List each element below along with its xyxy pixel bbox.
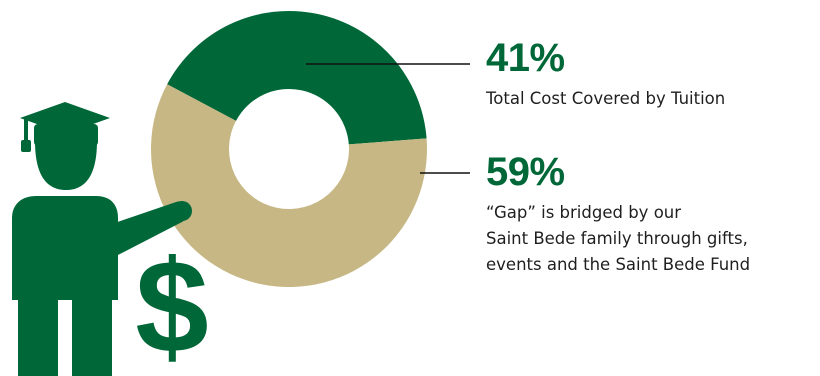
- gap-description: “Gap” is bridged by our Saint Bede famil…: [486, 200, 816, 278]
- gap-description-line-3: events and the Saint Bede Fund: [486, 255, 751, 274]
- tuition-description: Total Cost Covered by Tuition: [486, 86, 816, 112]
- gap-description-line-2: Saint Bede family through gifts,: [486, 229, 748, 248]
- tuition-description-line: Total Cost Covered by Tuition: [486, 89, 726, 108]
- gap-description-line-1: “Gap” is bridged by our: [486, 203, 682, 222]
- donut-slice-tuition: [167, 10, 427, 145]
- donut-slice-gap: [151, 84, 428, 287]
- tuition-percent: 41%: [486, 36, 565, 80]
- callout-gap: 59% “Gap” is bridged by our Saint Bede f…: [486, 152, 816, 278]
- graduate-pointing-icon: [12, 102, 192, 376]
- donut-chart: [151, 10, 428, 287]
- gap-percent: 59%: [486, 150, 565, 194]
- callout-tuition: 41% Total Cost Covered by Tuition: [486, 38, 816, 112]
- dollar-sign-icon: $: [135, 233, 208, 376]
